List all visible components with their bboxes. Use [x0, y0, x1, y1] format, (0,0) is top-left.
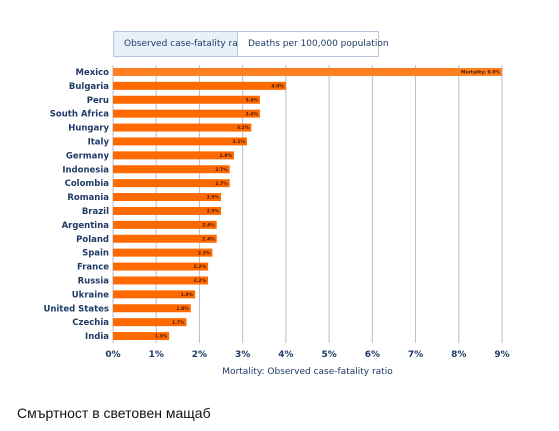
data-label: 2.2%	[194, 278, 207, 284]
category-label: Czechia	[72, 318, 109, 328]
category-label: Indonesia	[62, 165, 109, 175]
data-label: 3.4%	[245, 97, 258, 103]
bar	[113, 206, 222, 215]
x-tick-label: 2%	[192, 350, 207, 360]
data-label: 1.7%	[172, 320, 185, 326]
category-label: Colombia	[65, 179, 110, 189]
x-tick-label: 5%	[321, 350, 336, 360]
x-tick-label: 0%	[105, 350, 120, 360]
bar	[113, 276, 209, 285]
bar	[113, 220, 217, 229]
category-label: Mexico	[76, 68, 110, 78]
category-label: India	[85, 332, 109, 342]
data-label: 2.4%	[202, 236, 215, 242]
x-tick-label: 6%	[365, 350, 380, 360]
category-label: Poland	[76, 235, 109, 245]
data-label: 4.0%	[271, 83, 284, 89]
bar	[113, 179, 230, 188]
data-label: 1.9%	[181, 292, 194, 298]
data-label: 1.8%	[176, 306, 189, 312]
bar	[113, 262, 209, 271]
bar	[113, 109, 260, 118]
category-label: Hungary	[68, 124, 109, 134]
category-label: Spain	[82, 249, 109, 259]
tab-deaths-per-100000[interactable]: Deaths per 100,000 population	[238, 31, 389, 57]
x-tick-label: 7%	[408, 350, 423, 360]
data-label: 1.3%	[155, 334, 168, 340]
bar	[113, 193, 222, 202]
x-tick-label: 9%	[494, 350, 509, 360]
x-tick-label: 8%	[451, 350, 466, 360]
category-label: Peru	[87, 96, 109, 106]
bar	[113, 137, 247, 146]
x-tick-label: 3%	[235, 350, 250, 360]
bar	[113, 165, 230, 174]
category-label: Russia	[78, 276, 110, 286]
bar	[113, 234, 217, 243]
bar	[113, 67, 502, 76]
category-label: United States	[43, 304, 109, 314]
bar	[113, 248, 213, 257]
x-tick-label: 4%	[278, 350, 293, 360]
bar	[113, 332, 170, 341]
category-label: Brazil	[82, 207, 109, 217]
data-label: Mortality: 9.0%	[461, 70, 500, 76]
bar	[113, 95, 260, 104]
data-label: 3.1%	[233, 139, 246, 145]
bar	[113, 290, 196, 299]
x-tick-label: 1%	[149, 350, 164, 360]
data-label: 2.4%	[202, 222, 215, 228]
x-axis-title: Mortality: Observed case-fatality ratio	[222, 367, 393, 377]
category-label: Germany	[66, 151, 110, 161]
data-label: 2.5%	[207, 195, 220, 201]
data-label: 2.5%	[207, 209, 220, 215]
category-label: Romania	[67, 193, 109, 203]
data-label: 2.8%	[220, 153, 233, 159]
data-label: 3.2%	[237, 125, 250, 131]
bar	[113, 318, 187, 327]
category-label: South Africa	[50, 110, 110, 120]
bar	[113, 81, 286, 90]
data-label: 3.4%	[245, 111, 258, 117]
bar	[113, 123, 252, 132]
category-label: France	[77, 263, 109, 273]
category-label: Ukraine	[72, 290, 109, 300]
data-label: 2.7%	[215, 167, 228, 173]
tab-observed-case-fatality-ratio[interactable]: Observed case-fatality ratio	[113, 31, 249, 57]
category-label: Bulgaria	[69, 82, 109, 92]
data-label: 2.7%	[215, 181, 228, 187]
category-label: Argentina	[62, 221, 110, 231]
data-label: 2.2%	[194, 264, 207, 270]
bar	[113, 304, 191, 313]
page-caption: Смъртност в световен мащаб	[17, 405, 211, 421]
data-label: 2.3%	[198, 250, 211, 256]
category-label: Italy	[88, 137, 110, 147]
bar	[113, 151, 235, 160]
chart-tabs: Observed case-fatality ratio Deaths per …	[113, 31, 389, 57]
